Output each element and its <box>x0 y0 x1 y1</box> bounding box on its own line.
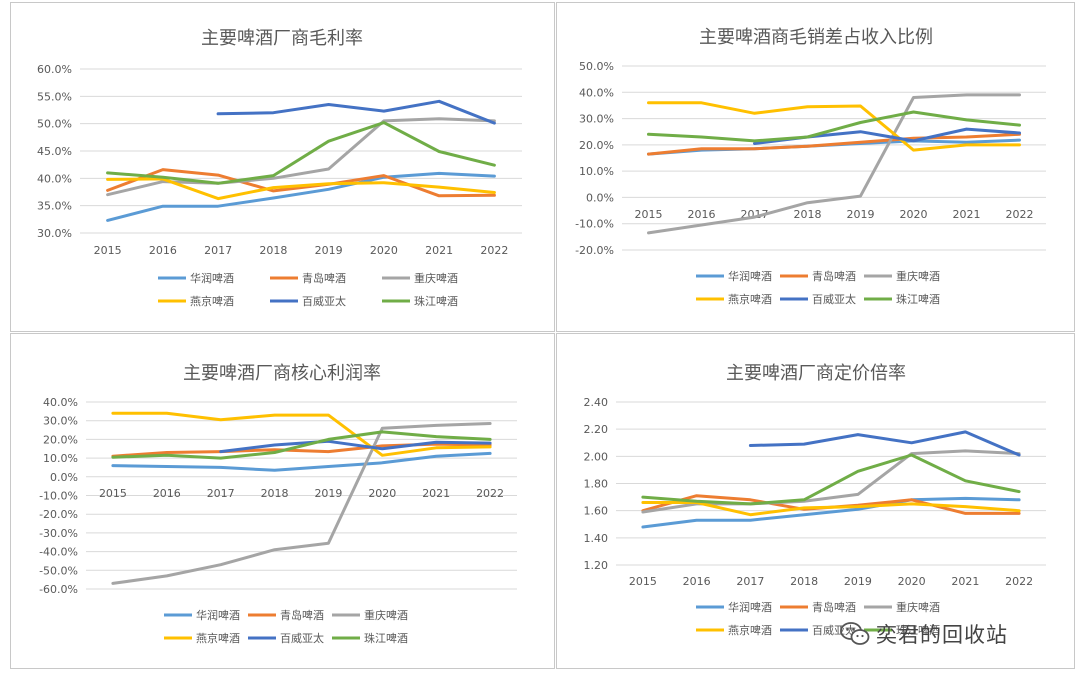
watermark-text: 奕君的回收站 <box>876 623 1008 647</box>
chart-panel-core-profit <box>10 333 555 669</box>
wechat-icon <box>840 622 870 645</box>
chart-panel-gross-sales-ratio <box>556 2 1075 332</box>
chart-panel-gross-margin <box>10 2 555 332</box>
watermark: 奕君的回收站 <box>840 618 1008 650</box>
